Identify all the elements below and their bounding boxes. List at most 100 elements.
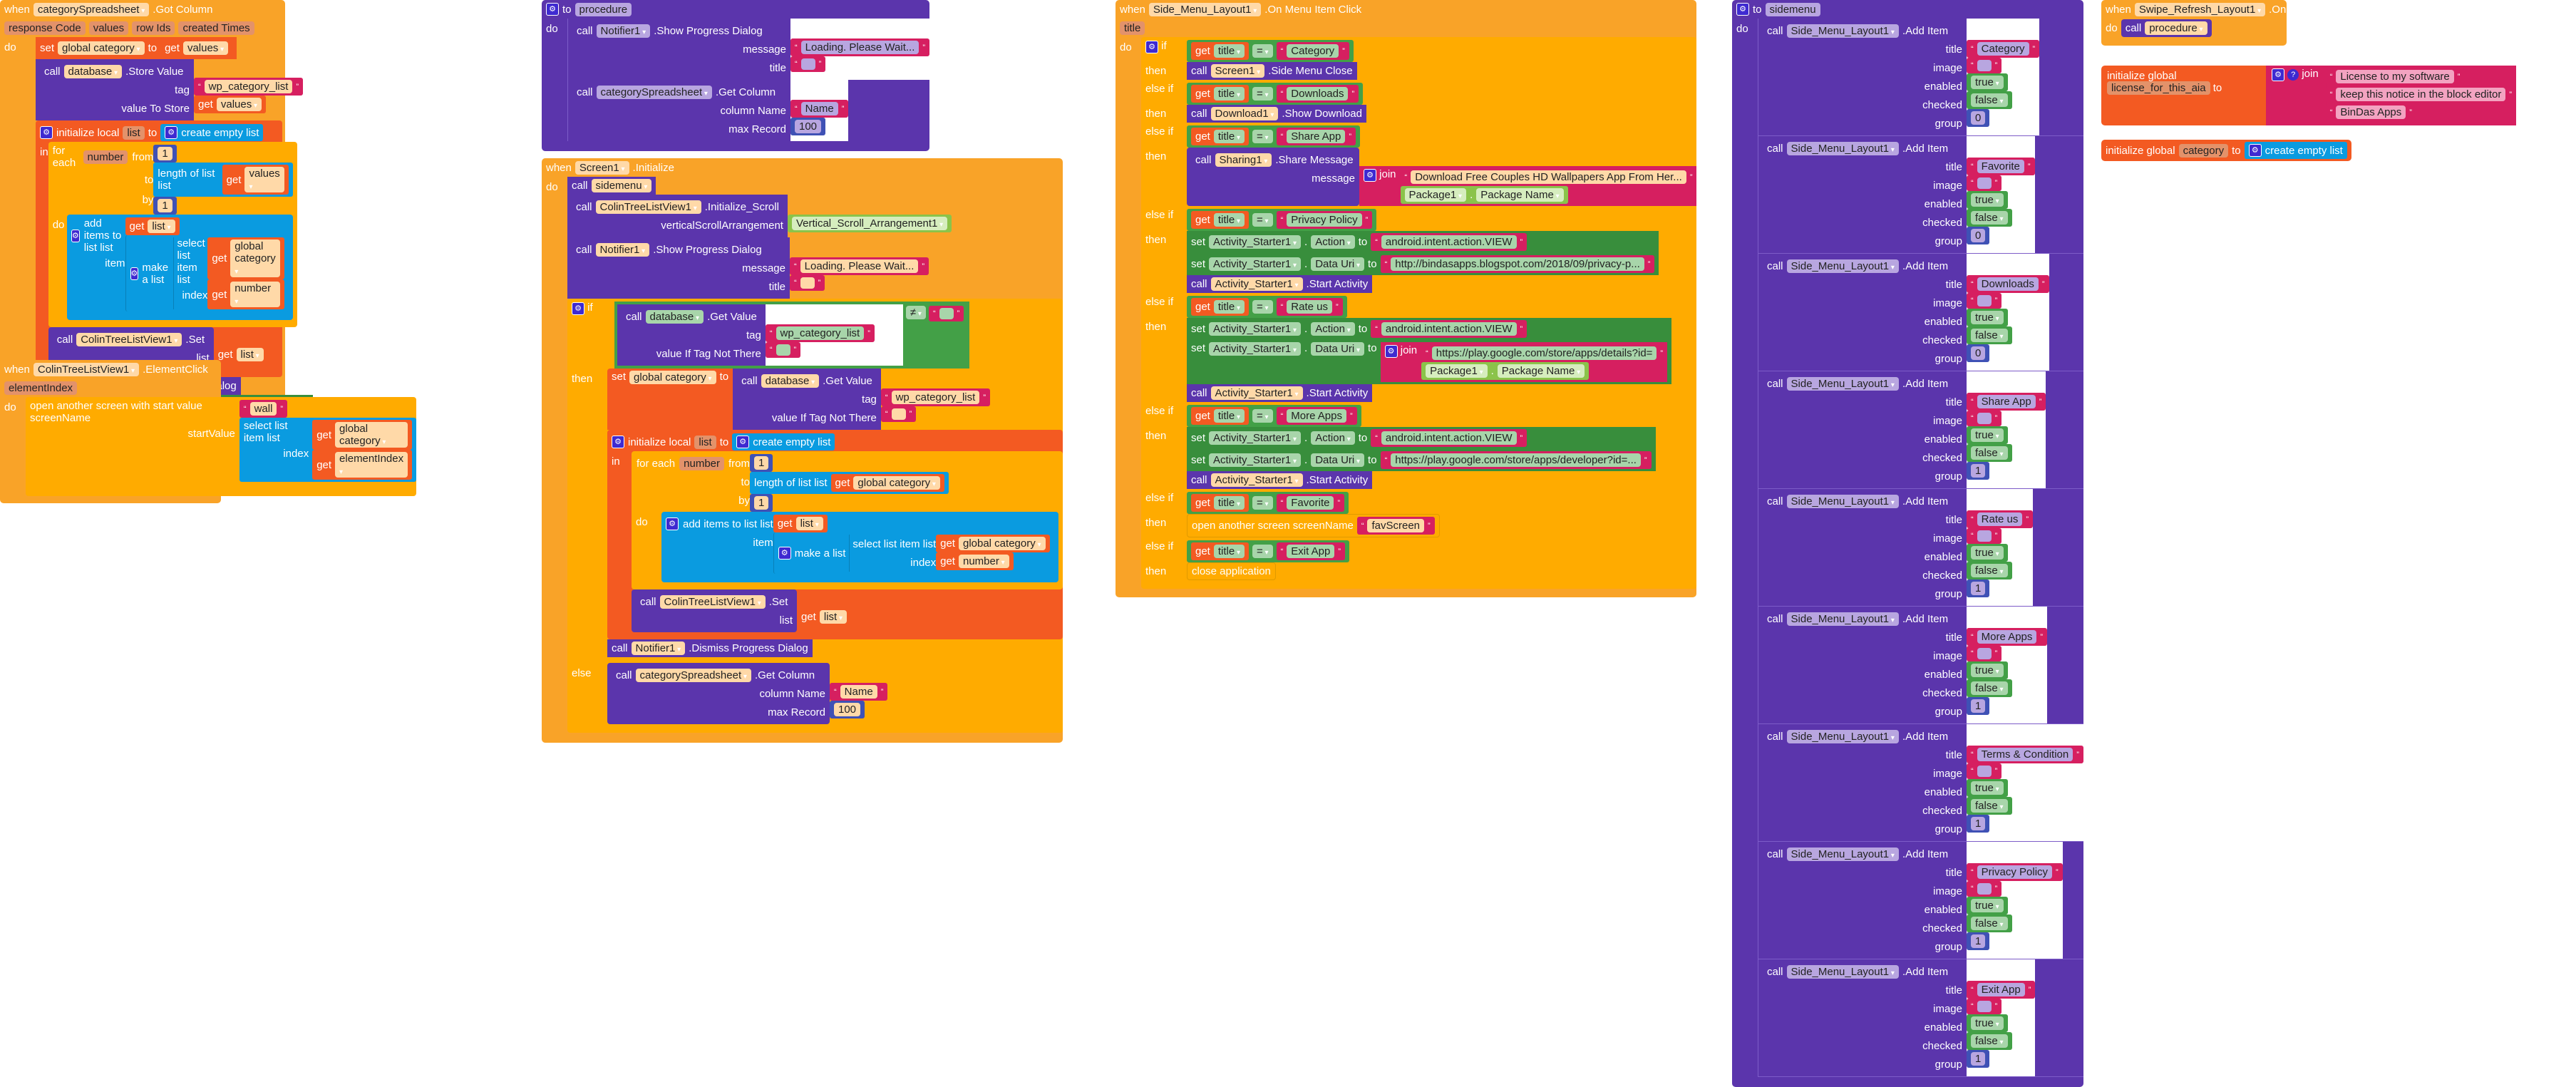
text-field[interactable]: Terms & Condition xyxy=(1977,748,2073,761)
number-block[interactable]: 0 xyxy=(1967,344,1990,362)
component-dropdown[interactable]: ColinTreeListView1 xyxy=(76,332,182,346)
param-response-code[interactable]: response Code xyxy=(4,21,86,35)
text-block[interactable]: “Terms & Condition” xyxy=(1967,746,2083,763)
text-field[interactable]: Privacy Policy xyxy=(1977,865,2053,879)
number-block[interactable]: 1 xyxy=(1967,697,1990,715)
text-block[interactable]: “” xyxy=(1967,528,2002,544)
get-title-block[interactable]: get title xyxy=(1191,85,1250,103)
text-block[interactable]: “” xyxy=(928,306,964,321)
boolean-block[interactable]: false xyxy=(1967,209,2012,227)
text-block[interactable]: “” xyxy=(1967,293,2002,309)
text-block[interactable]: “” xyxy=(1967,881,2002,897)
procedure-name-field[interactable]: sidemenu xyxy=(1765,2,1820,16)
create-empty-list-block[interactable]: ⚙ create empty list xyxy=(2244,142,2347,159)
component-dropdown[interactable]: Sharing1 xyxy=(1215,153,1272,167)
number-field[interactable]: 1 xyxy=(1971,1052,1986,1066)
boolean-block[interactable]: true xyxy=(1967,73,2008,91)
mutator-gear-icon[interactable]: ⚙ xyxy=(71,229,80,242)
text-field[interactable] xyxy=(776,344,790,356)
get-block[interactable]: get global category xyxy=(312,420,413,450)
boolean-block[interactable]: true xyxy=(1967,897,2008,915)
text-field[interactable] xyxy=(1977,883,1992,895)
procedure-dropdown[interactable]: sidemenu xyxy=(591,179,652,192)
var-dropdown[interactable]: global category xyxy=(958,537,1046,550)
package-name-block[interactable]: Package1.Package Name xyxy=(1400,186,1568,204)
component-dropdown[interactable]: ColinTreeListView1 xyxy=(33,362,140,376)
property-dropdown[interactable]: Action xyxy=(1311,235,1355,249)
text-block[interactable]: “Downloads” xyxy=(1276,85,1359,103)
text-field[interactable]: Share App xyxy=(1977,395,2036,408)
number-block[interactable]: 100 xyxy=(790,118,826,135)
text-block[interactable]: “” xyxy=(880,406,917,422)
get-block[interactable]: get global category xyxy=(936,535,1050,552)
for-range-block[interactable]: for each number from to by 1 length of lis… xyxy=(48,142,297,327)
text-block[interactable]: “Name” xyxy=(790,100,849,118)
text-field[interactable]: wp_category_list xyxy=(204,80,293,93)
property-dropdown[interactable]: Data Uri xyxy=(1311,342,1365,356)
component-dropdown[interactable]: Activity_Starter1 xyxy=(1209,453,1302,467)
mutator-gear-icon[interactable]: ⚙ xyxy=(1145,41,1158,53)
boolean-dropdown[interactable]: true xyxy=(1971,1016,2004,1030)
get-title-block[interactable]: get title xyxy=(1191,407,1250,425)
boolean-dropdown[interactable]: false xyxy=(1971,1034,2008,1048)
boolean-dropdown[interactable]: false xyxy=(1971,917,2008,930)
component-dropdown[interactable]: Activity_Starter1 xyxy=(1210,473,1303,487)
text-block[interactable]: “Download Free Couples HD Wallpapers App… xyxy=(1400,168,1697,186)
var-dropdown[interactable]: values xyxy=(216,98,262,111)
component-dropdown[interactable]: database xyxy=(761,374,820,388)
make-a-list-block[interactable]: ⚙ make a list select list item list index g… xyxy=(773,532,1054,574)
boolean-block[interactable]: false xyxy=(1967,679,2012,697)
component-dropdown[interactable]: Side_Menu_Layout1 xyxy=(1786,376,1899,391)
component-dropdown[interactable]: Notifier1 xyxy=(596,24,651,38)
text-block[interactable]: “” xyxy=(765,342,801,358)
mutator-gear-icon[interactable]: ⚙ xyxy=(2272,68,2284,81)
component-dropdown[interactable]: ColinTreeListView1 xyxy=(595,200,701,214)
length-of-list-block[interactable]: length of list list get values xyxy=(153,163,293,197)
param-created-times[interactable]: created Times xyxy=(178,21,254,35)
boolean-block[interactable]: false xyxy=(1967,797,2012,815)
number-block[interactable]: 1 xyxy=(1967,462,1990,480)
boolean-dropdown[interactable]: true xyxy=(1971,76,2004,89)
text-block[interactable]: “Favorite” xyxy=(1967,158,2035,175)
text-field[interactable]: android.intent.action.VIEW xyxy=(1381,431,1517,445)
var-dropdown[interactable]: title xyxy=(1213,44,1245,58)
text-field[interactable] xyxy=(1977,648,1992,659)
var-dropdown[interactable]: title xyxy=(1213,409,1245,423)
var-dropdown[interactable]: title xyxy=(1213,545,1245,558)
mutator-gear-icon[interactable]: ⚙ xyxy=(736,436,750,448)
text-field[interactable]: Favorite xyxy=(1977,160,2024,173)
text-block[interactable]: “wp_category_list” xyxy=(880,388,990,406)
component-dropdown[interactable]: Side_Menu_Layout1 xyxy=(1786,24,1899,38)
select-list-item-block[interactable]: select list item list index get global cat… xyxy=(239,418,417,482)
boolean-dropdown[interactable]: true xyxy=(1971,781,2004,795)
component-dropdown[interactable]: Activity_Starter1 xyxy=(1209,322,1302,336)
var-dropdown[interactable]: list xyxy=(795,517,823,530)
create-empty-list-block[interactable]: ⚙ create empty list xyxy=(732,433,835,450)
component-dropdown[interactable]: Notifier1 xyxy=(595,242,650,257)
boolean-block[interactable]: false xyxy=(1967,444,2012,462)
init-global-license-block[interactable]: initialize global license_for_this_aia t… xyxy=(2101,66,2517,125)
text-block[interactable]: “More Apps” xyxy=(1276,407,1357,425)
component-dropdown[interactable]: Swipe_Refresh_Layout1 xyxy=(2134,2,2266,16)
var-dropdown[interactable]: global category xyxy=(58,41,145,55)
text-block[interactable]: “favScreen” xyxy=(1356,517,1435,535)
boolean-block[interactable]: true xyxy=(1967,426,2008,444)
join-block[interactable]: ⚙ join “https://play.google.com/store/app… xyxy=(1380,342,1668,382)
component-dropdown[interactable]: Side_Menu_Layout1 xyxy=(1786,964,1899,979)
text-field[interactable]: android.intent.action.VIEW xyxy=(1381,322,1517,336)
operator-dropdown[interactable]: ≠ xyxy=(905,306,926,319)
get-title-block[interactable]: get title xyxy=(1191,298,1250,316)
component-dropdown[interactable]: Activity_Starter1 xyxy=(1210,277,1303,291)
text-field[interactable]: wp_category_list xyxy=(776,326,865,340)
boolean-block[interactable]: true xyxy=(1967,544,2008,562)
operator-dropdown[interactable]: = xyxy=(1252,300,1273,314)
select-list-item-block[interactable]: select list item list index get global cate… xyxy=(849,535,1050,572)
component-dropdown[interactable]: Package1 xyxy=(1426,364,1488,378)
